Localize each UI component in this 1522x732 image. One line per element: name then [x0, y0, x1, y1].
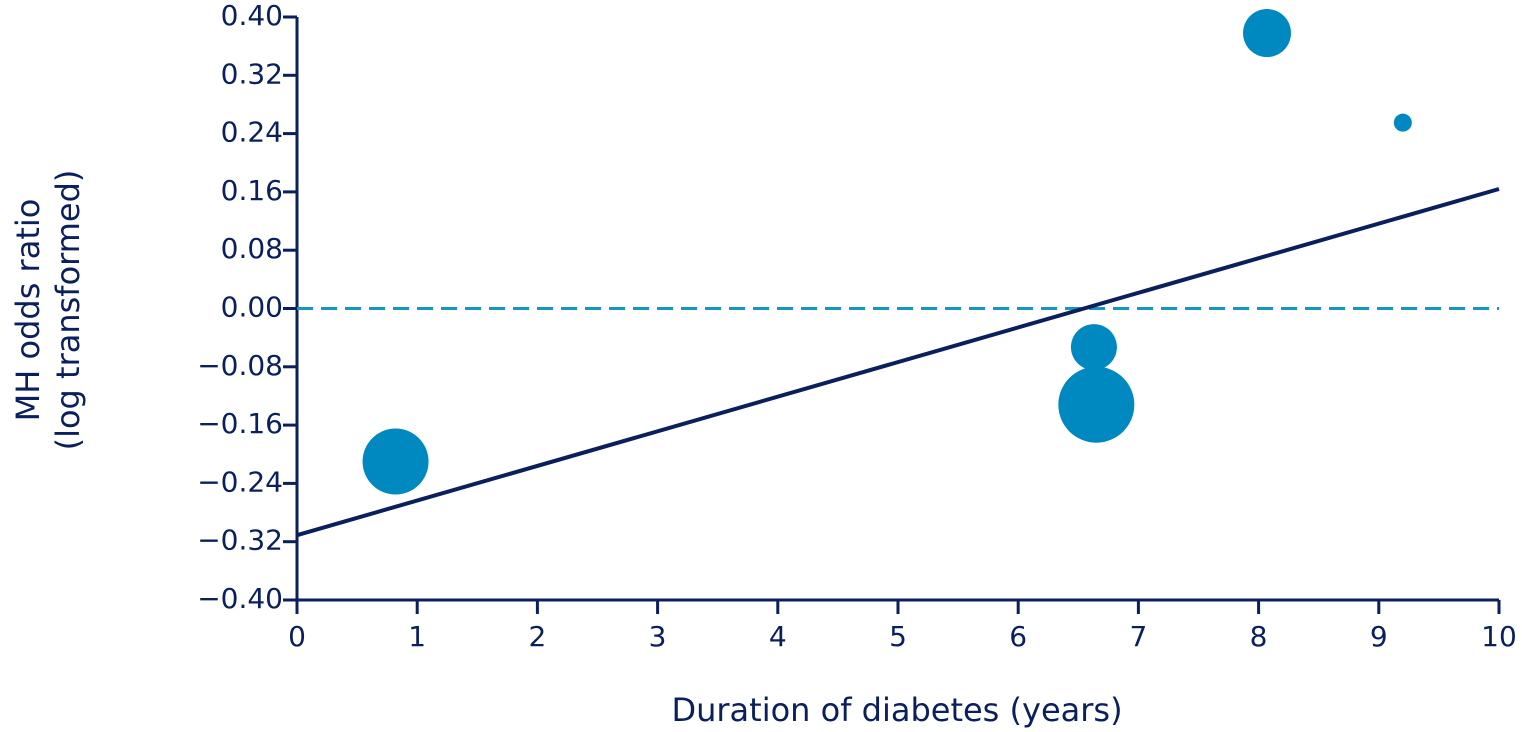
y-tick-label: 0.00: [221, 291, 283, 324]
x-tick-label: 6: [1009, 620, 1027, 653]
x-axis-label: Duration of diabetes (years): [671, 691, 1122, 729]
y-axis-label: MH odds ratio: [9, 199, 47, 422]
y-tick-label: −0.24: [197, 465, 283, 498]
y-tick-label: 0.16: [221, 174, 283, 207]
y-tick-label: 0.24: [221, 116, 283, 149]
bubble: [1243, 9, 1292, 58]
bubble: [362, 428, 429, 495]
x-tick-label: 9: [1370, 620, 1388, 653]
y-tick-label: 0.40: [221, 0, 283, 32]
y-tick-label: −0.16: [197, 407, 283, 440]
y-tick-label: −0.40: [197, 582, 283, 615]
y-tick-label: 0.32: [221, 57, 283, 90]
bubble: [1393, 113, 1412, 132]
y-tick-label: −0.32: [197, 524, 283, 557]
x-tick-label: 2: [528, 620, 546, 653]
x-tick-label: 0: [288, 620, 306, 653]
y-axis-label: (log transformed): [49, 170, 87, 451]
y-tick-label: 0.08: [221, 232, 283, 265]
x-tick-label: 4: [769, 620, 787, 653]
bubble: [1070, 324, 1117, 371]
trend-line: [296, 187, 1500, 538]
x-tick-label: 7: [1129, 620, 1147, 653]
x-tick-label: 10: [1481, 620, 1517, 653]
x-tick-label: 8: [1250, 620, 1268, 653]
bubble: [1058, 366, 1135, 443]
x-tick-label: 5: [889, 620, 907, 653]
y-tick-label: −0.08: [197, 349, 283, 382]
x-tick-label: 1: [408, 620, 426, 653]
x-tick-label: 3: [649, 620, 667, 653]
